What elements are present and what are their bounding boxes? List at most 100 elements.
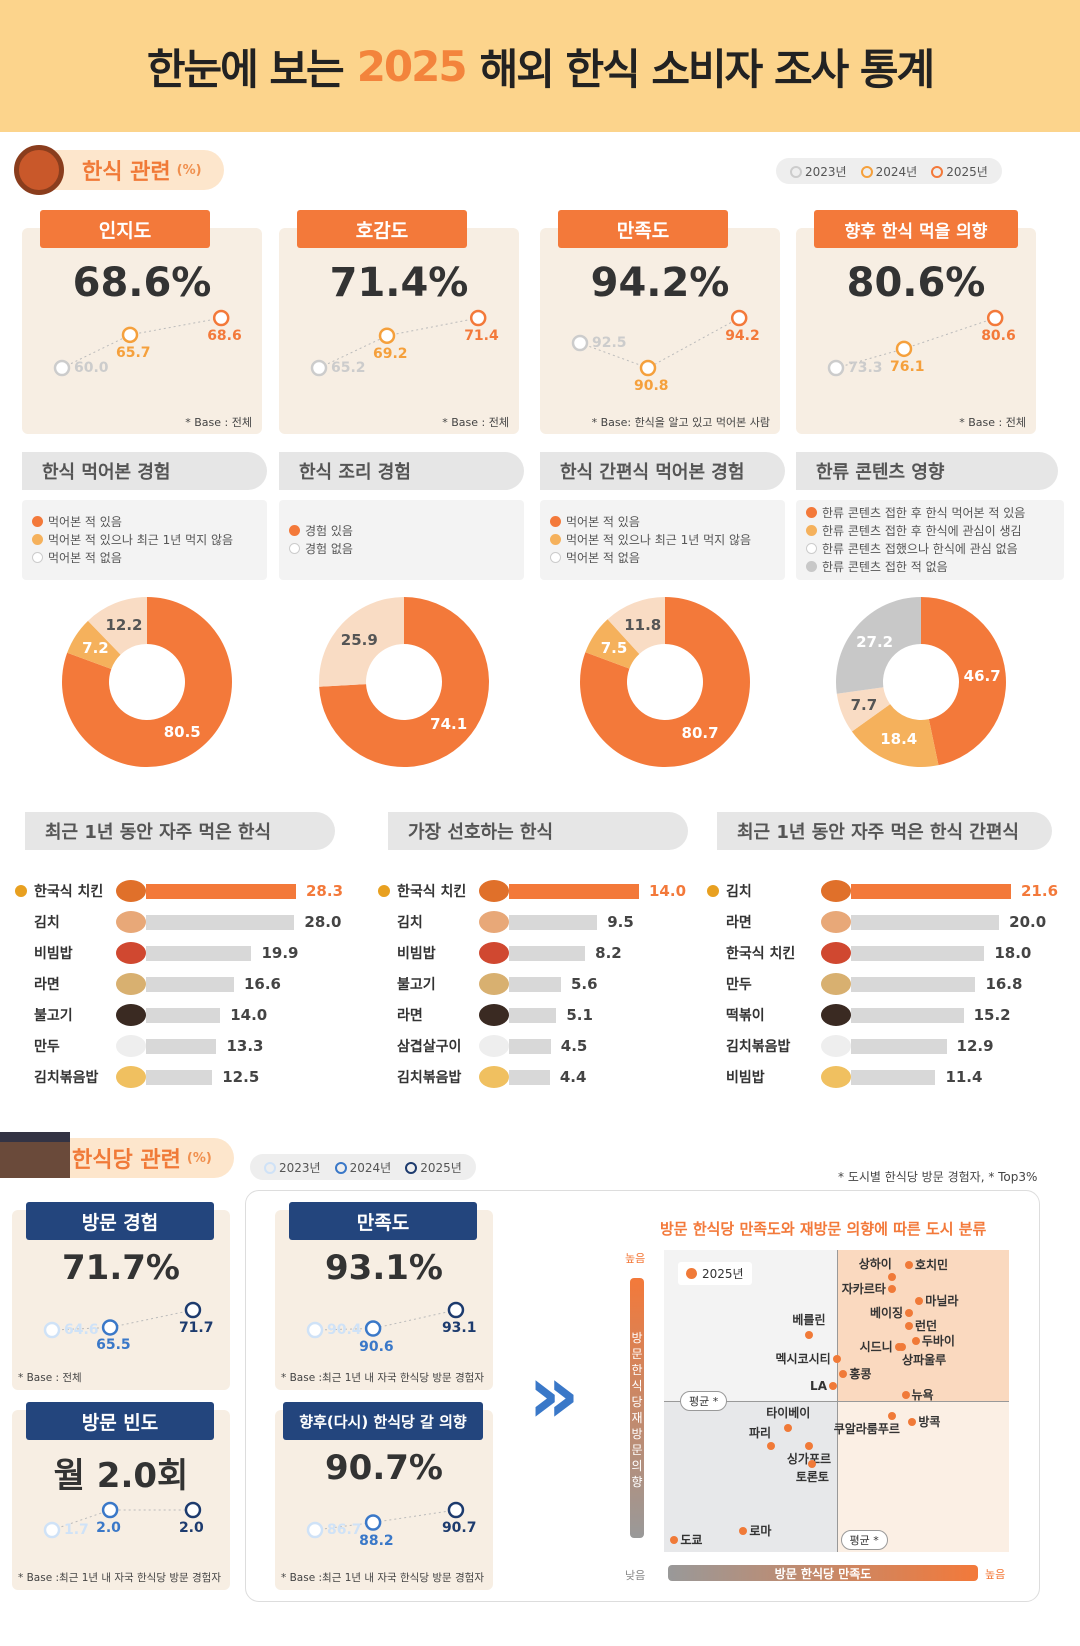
food-icon <box>821 911 851 933</box>
ranking-bar <box>509 883 639 899</box>
chart-title: 방문 한식당 만족도와 재방문 의향에 따른 도시 분류 <box>660 1220 987 1238</box>
legend-item: 한류 콘텐츠 접한 적 없음 <box>806 558 1054 576</box>
trend-point <box>306 1321 324 1339</box>
legend-label: 먹어본 적 없음 <box>48 551 122 565</box>
ranking-value: 15.2 <box>973 1006 1011 1024</box>
trend-value: 68.6 <box>207 328 242 344</box>
x-axis-arrow: 방문 한식당 만족도 <box>668 1565 978 1581</box>
trend-value: 90.7 <box>441 1520 477 1536</box>
scatter-point <box>904 1309 913 1318</box>
legend-item: 2023년 <box>264 1159 321 1176</box>
kpi-card: 인지도 68.6% 60.0 65.7 68.6 * Base : 전체 <box>22 210 262 434</box>
kpi-value: 71.7% <box>62 1248 180 1288</box>
trend-line-chart <box>306 1501 465 1539</box>
legend-label: 먹어본 적 있음 <box>566 515 640 529</box>
ranking-bar <box>509 1038 551 1054</box>
kpi-value: 93.1% <box>325 1248 443 1288</box>
legend-item: 2023년 <box>790 163 847 180</box>
trend-point <box>43 1321 61 1339</box>
city-label: 자카르타 <box>841 1282 886 1297</box>
food-icon <box>116 973 146 995</box>
food-name: 김치볶음밥 <box>397 1070 462 1086</box>
legend-circle-icon <box>790 165 802 178</box>
kpi-value: 80.6% <box>846 260 986 306</box>
medal-icon <box>378 885 390 897</box>
chart-subtitle: 한식 조리 경험 <box>279 452 524 490</box>
trend-point <box>447 1301 465 1319</box>
restaurant-kpi-card: 향후(다시) 한식당 갈 의향 90.7% 86.7 88.2 90.7 * Base :… <box>275 1402 493 1590</box>
trend-point <box>571 334 589 352</box>
trend-value: 2.0 <box>178 1520 204 1536</box>
base-note: * Base :최근 1년 내 자국 한식당 방문 경험자 <box>281 1372 484 1384</box>
ranking-value: 20.0 <box>1009 913 1047 931</box>
trend-line-chart <box>827 309 1004 377</box>
ranking-value: 5.6 <box>571 975 598 993</box>
kpi-value: 71.4% <box>329 260 469 306</box>
legend-circle-icon <box>334 1161 347 1174</box>
legend-item: 경험 없음 <box>289 540 514 558</box>
trend-value: 69.2 <box>373 345 408 362</box>
food-name: 김치볶음밥 <box>726 1039 791 1055</box>
ranking-value: 16.6 <box>243 975 281 993</box>
ranking-row: 김치볶음밥 12.5 <box>15 1062 345 1092</box>
restaurant-kpi-card: 만족도 93.1% 90.4 90.6 93.1 * Base :최근 1년 내 자국 한… <box>275 1202 493 1390</box>
ranking-row: 김치볶음밥 4.4 <box>378 1062 708 1092</box>
legend-item: 2024년 <box>334 1159 391 1176</box>
donut-slice <box>319 597 404 687</box>
trend-line-chart <box>43 1301 202 1339</box>
legend-dot-icon <box>550 552 561 563</box>
legend-label: 한류 콘텐츠 접한 적 없음 <box>822 560 948 574</box>
trend-value: 73.3 <box>848 360 883 376</box>
legend-label: 2025년 <box>946 164 988 179</box>
legend-dot-icon <box>806 543 817 554</box>
trend-point <box>306 1521 324 1539</box>
avg-label: 평균 * <box>840 1530 888 1550</box>
food-name: 삼겹살구이 <box>397 1039 462 1055</box>
ranking-row: 비빔밥 11.4 <box>707 1062 1037 1092</box>
avg-line-v <box>836 1250 838 1552</box>
base-note: * Base: 한식을 알고 있고 먹어본 사람 <box>591 416 770 429</box>
trend-value: 1.7 <box>64 1522 89 1538</box>
trend-point <box>378 327 396 344</box>
city-label: LA <box>810 1378 827 1393</box>
scatter-point <box>739 1526 748 1535</box>
trend-point <box>101 1319 119 1336</box>
unit: (%) <box>176 162 202 178</box>
scatter-point <box>901 1390 910 1399</box>
legend-item: 한류 콘텐츠 접한 후 한식에 관심이 생김 <box>806 522 1054 540</box>
ranking-row: 김치 9.5 <box>378 907 708 937</box>
scatter-point <box>832 1354 841 1363</box>
food-name: 김치 <box>397 915 423 931</box>
food-icon <box>821 1004 851 1026</box>
scatter-point <box>915 1297 924 1306</box>
chart-subtitle: 한류 콘텐츠 영향 <box>796 452 1058 490</box>
trend-value: 65.2 <box>331 360 366 376</box>
trend-value: 94.2 <box>725 328 760 344</box>
trend-value: 88.2 <box>359 1532 394 1549</box>
legend-label: 2025년 <box>702 1267 744 1281</box>
kpi-tab: 향후(다시) 한식당 갈 의향 <box>283 1402 483 1440</box>
food-name: 비빔밥 <box>34 946 73 962</box>
food-name: 한국식 치킨 <box>726 946 796 962</box>
trend-point <box>827 359 845 377</box>
trend-value: 90.4 <box>327 1322 362 1338</box>
legend-label: 먹어본 적 있음 <box>48 515 122 529</box>
legend-dot-icon <box>289 543 300 554</box>
trend-point <box>212 309 230 327</box>
legend-label: 먹어본 적 없음 <box>566 551 640 565</box>
donut-slice <box>836 597 921 694</box>
chart-note: * 도시별 한식당 방문 경험자, * Top3% <box>838 1170 1038 1184</box>
scatter-point <box>670 1535 679 1544</box>
trend-value: 71.4 <box>464 328 499 344</box>
kpi-value: 월 2.0회 <box>53 1456 189 1496</box>
legend-dot-icon <box>806 561 817 572</box>
donut-slice <box>921 597 1006 766</box>
ranking-bar <box>851 945 985 961</box>
legend-item: 먹어본 적 있음 <box>32 513 257 531</box>
food-icon <box>821 1035 851 1057</box>
trend-line-chart <box>306 1301 465 1339</box>
legend-label: 먹어본 적 있으나 최근 1년 먹지 않음 <box>48 533 234 547</box>
quadrant <box>836 1401 1009 1552</box>
city-label: 싱가포르 <box>786 1452 832 1467</box>
